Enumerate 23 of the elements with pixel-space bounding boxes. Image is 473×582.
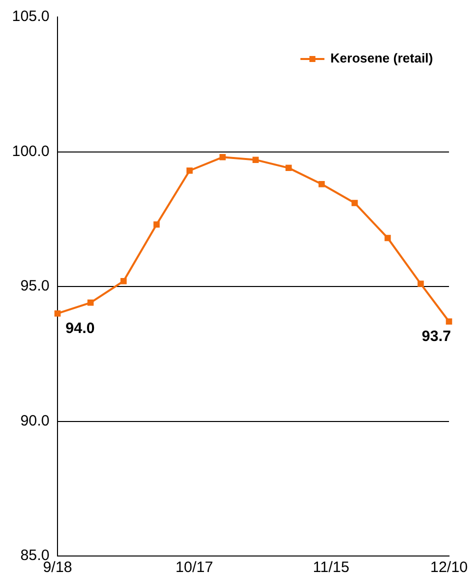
y-tick-label: 95.0 xyxy=(20,278,50,295)
x-tick-label: 10/17 xyxy=(176,559,214,576)
point xyxy=(446,318,452,325)
y-tick-label: 105.0 xyxy=(12,8,50,26)
point xyxy=(384,234,391,242)
x-tick-label: 12/10 xyxy=(430,559,468,576)
point xyxy=(418,280,424,287)
point xyxy=(318,180,325,188)
point xyxy=(54,310,61,317)
point xyxy=(186,167,193,174)
x-tick-label: 11/15 xyxy=(312,559,350,576)
point xyxy=(352,200,358,206)
point xyxy=(120,278,127,284)
point xyxy=(219,154,226,160)
data-label: 93.7 xyxy=(422,328,451,346)
point xyxy=(252,156,259,163)
data-label: 94.0 xyxy=(66,320,95,338)
legend-label: Kerosene (retail) xyxy=(330,50,434,66)
point xyxy=(286,164,292,172)
y-tick-label: 90.0 xyxy=(20,412,50,430)
y-tick-label: 100.0 xyxy=(12,142,50,160)
point xyxy=(87,300,94,306)
point xyxy=(153,221,160,228)
